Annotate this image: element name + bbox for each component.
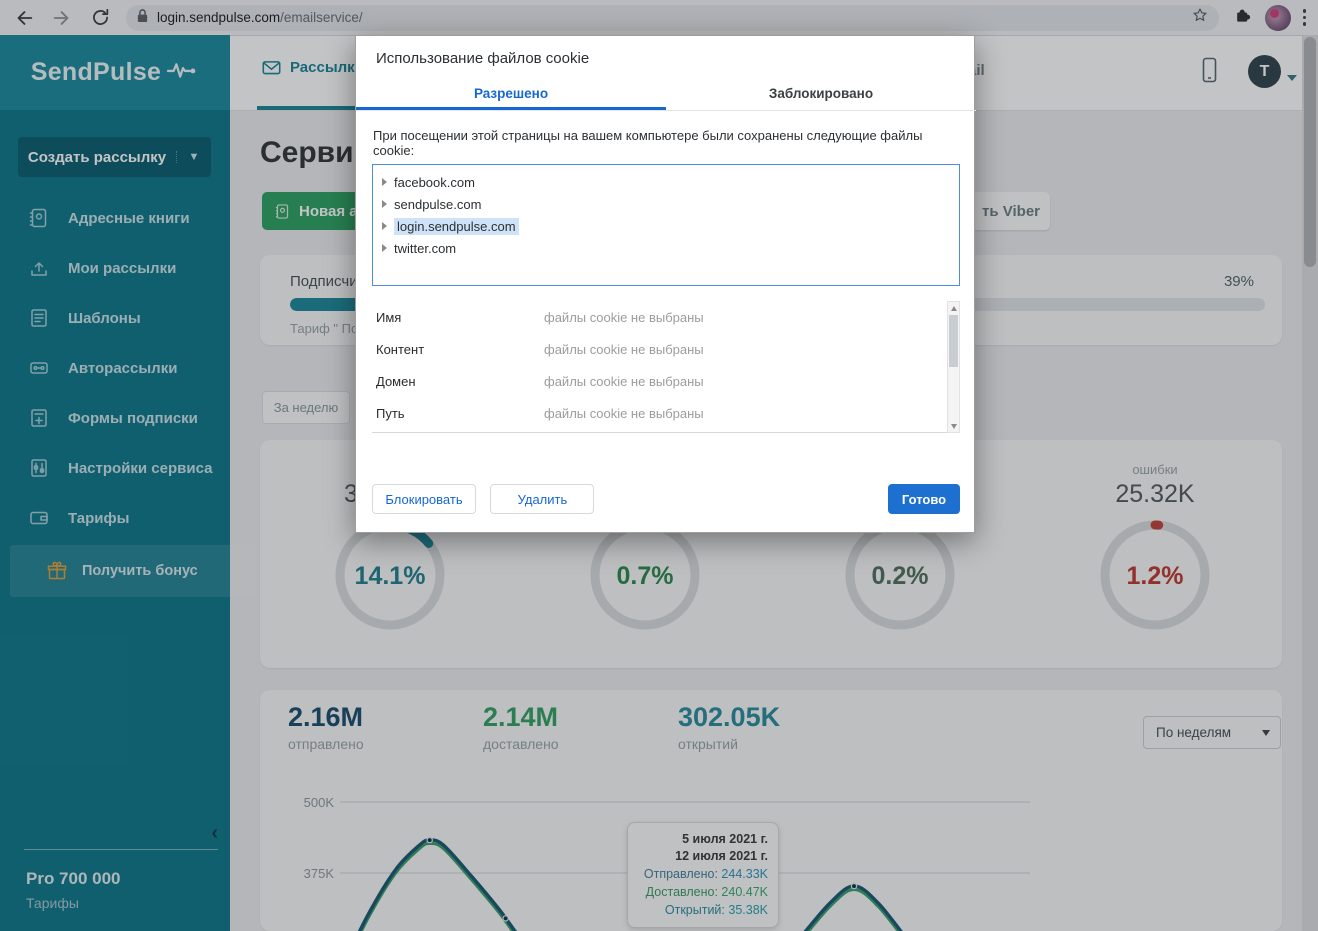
cookie-detail-row: Имяфайлы cookie не выбраны [372,301,947,333]
expand-triangle-icon[interactable] [382,178,387,186]
cookie-detail-row: Контентфайлы cookie не выбраны [372,333,947,365]
cookie-site-row[interactable]: facebook.com [379,171,959,193]
detail-label: Путь [372,406,544,421]
expand-triangle-icon[interactable] [382,222,387,230]
cookies-dialog: Использование файлов cookie Разрешено За… [355,35,975,533]
delete-button[interactable]: Удалить [490,484,594,514]
cookie-site-domain: facebook.com [394,175,475,190]
cookie-site-domain: sendpulse.com [394,197,481,212]
detail-label: Домен [372,374,544,389]
cookie-site-domain: login.sendpulse.com [394,218,519,235]
cookie-detail-row: Путьфайлы cookie не выбраны [372,397,947,429]
done-button[interactable]: Готово [888,484,960,514]
cookie-site-row[interactable]: login.sendpulse.com [379,215,959,237]
cookie-site-row[interactable]: sendpulse.com [379,193,959,215]
detail-value: файлы cookie не выбраны [544,406,704,421]
detail-label: Контент [372,342,544,357]
scroll-up-icon[interactable] [948,302,959,314]
expand-triangle-icon[interactable] [382,200,387,208]
scroll-down-icon[interactable] [948,420,959,432]
details-scrollbar[interactable] [947,301,960,433]
dialog-tabs: Разрешено Заблокировано [356,80,976,111]
scrollbar-thumb[interactable] [949,315,958,367]
dialog-buttons: Блокировать Удалить Готово [372,484,960,514]
cookie-detail-row: Доменфайлы cookie не выбраны [372,365,947,397]
cookie-site-row[interactable]: twitter.com [379,237,959,259]
dialog-title: Использование файлов cookie [376,50,589,67]
expand-triangle-icon[interactable] [382,244,387,252]
detail-value: файлы cookie не выбраны [544,310,704,325]
detail-label: Имя [372,310,544,325]
cookie-details: Имяфайлы cookie не выбраныКонтентфайлы c… [372,301,947,433]
detail-value: файлы cookie не выбраны [544,374,704,389]
tab-allowed[interactable]: Разрешено [356,80,666,110]
cookie-site-domain: twitter.com [394,241,456,256]
cookie-tree[interactable]: facebook.com sendpulse.com login.sendpulse… [372,164,960,286]
detail-value: файлы cookie не выбраны [544,342,704,357]
tab-blocked[interactable]: Заблокировано [666,80,976,110]
block-button[interactable]: Блокировать [372,484,476,514]
dialog-description: При посещении этой страницы на вашем ком… [373,128,959,158]
